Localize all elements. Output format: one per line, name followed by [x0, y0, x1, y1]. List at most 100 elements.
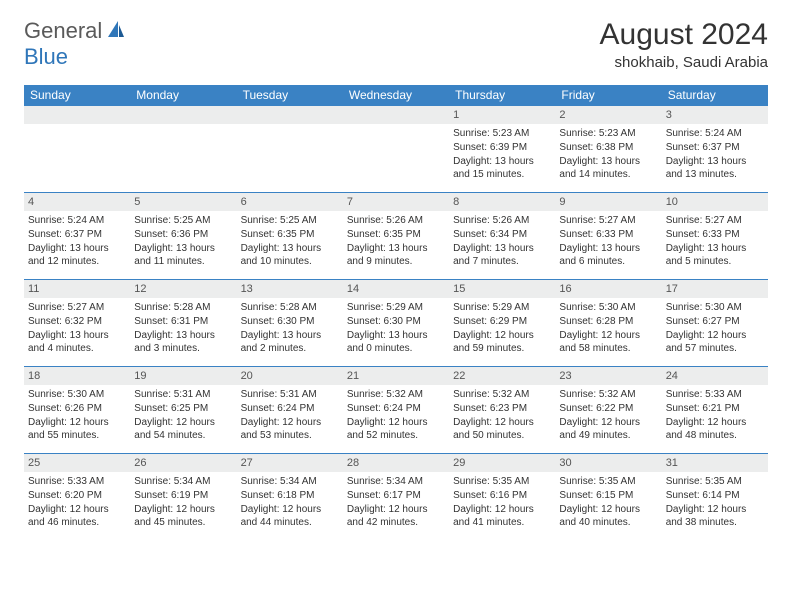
sunset-text: Sunset: 6:15 PM	[559, 489, 657, 502]
weekday-header-cell: Thursday	[449, 85, 555, 105]
day-cell	[237, 106, 343, 192]
sunset-text: Sunset: 6:25 PM	[134, 402, 232, 415]
sunset-text: Sunset: 6:34 PM	[453, 228, 551, 241]
day-cell: 21Sunrise: 5:32 AMSunset: 6:24 PMDayligh…	[343, 367, 449, 453]
sunset-text: Sunset: 6:17 PM	[347, 489, 445, 502]
daylight-text: Daylight: 13 hours and 2 minutes.	[241, 329, 339, 355]
day-info: Sunrise: 5:27 AMSunset: 6:33 PMDaylight:…	[555, 211, 661, 272]
daylight-text: Daylight: 12 hours and 38 minutes.	[666, 503, 764, 529]
day-number: 1	[449, 106, 555, 124]
day-number: 29	[449, 454, 555, 472]
day-cell: 4Sunrise: 5:24 AMSunset: 6:37 PMDaylight…	[24, 193, 130, 279]
day-number: 10	[662, 193, 768, 211]
day-info: Sunrise: 5:29 AMSunset: 6:30 PMDaylight:…	[343, 298, 449, 359]
daylight-text: Daylight: 12 hours and 54 minutes.	[134, 416, 232, 442]
day-info: Sunrise: 5:26 AMSunset: 6:35 PMDaylight:…	[343, 211, 449, 272]
day-info: Sunrise: 5:28 AMSunset: 6:31 PMDaylight:…	[130, 298, 236, 359]
day-info: Sunrise: 5:23 AMSunset: 6:39 PMDaylight:…	[449, 124, 555, 185]
daylight-text: Daylight: 12 hours and 44 minutes.	[241, 503, 339, 529]
daylight-text: Daylight: 12 hours and 40 minutes.	[559, 503, 657, 529]
day-cell: 6Sunrise: 5:25 AMSunset: 6:35 PMDaylight…	[237, 193, 343, 279]
day-info: Sunrise: 5:24 AMSunset: 6:37 PMDaylight:…	[662, 124, 768, 185]
day-info: Sunrise: 5:27 AMSunset: 6:33 PMDaylight:…	[662, 211, 768, 272]
day-number: 4	[24, 193, 130, 211]
sunrise-text: Sunrise: 5:27 AM	[666, 214, 764, 227]
week-row: 4Sunrise: 5:24 AMSunset: 6:37 PMDaylight…	[24, 192, 768, 279]
sunrise-text: Sunrise: 5:23 AM	[453, 127, 551, 140]
daylight-text: Daylight: 12 hours and 48 minutes.	[666, 416, 764, 442]
daylight-text: Daylight: 12 hours and 45 minutes.	[134, 503, 232, 529]
daylight-text: Daylight: 12 hours and 59 minutes.	[453, 329, 551, 355]
logo-text-blue: Blue	[24, 44, 68, 69]
daylight-text: Daylight: 13 hours and 0 minutes.	[347, 329, 445, 355]
daylight-text: Daylight: 13 hours and 14 minutes.	[559, 155, 657, 181]
day-number: 30	[555, 454, 661, 472]
daylight-text: Daylight: 13 hours and 15 minutes.	[453, 155, 551, 181]
week-row: 25Sunrise: 5:33 AMSunset: 6:20 PMDayligh…	[24, 453, 768, 540]
daylight-text: Daylight: 12 hours and 52 minutes.	[347, 416, 445, 442]
sunset-text: Sunset: 6:22 PM	[559, 402, 657, 415]
day-info: Sunrise: 5:33 AMSunset: 6:20 PMDaylight:…	[24, 472, 130, 533]
daylight-text: Daylight: 12 hours and 49 minutes.	[559, 416, 657, 442]
sunset-text: Sunset: 6:23 PM	[453, 402, 551, 415]
day-number: 18	[24, 367, 130, 385]
daylight-text: Daylight: 12 hours and 55 minutes.	[28, 416, 126, 442]
day-number	[343, 106, 449, 124]
daylight-text: Daylight: 13 hours and 7 minutes.	[453, 242, 551, 268]
day-cell: 30Sunrise: 5:35 AMSunset: 6:15 PMDayligh…	[555, 454, 661, 540]
daylight-text: Daylight: 12 hours and 42 minutes.	[347, 503, 445, 529]
daylight-text: Daylight: 12 hours and 57 minutes.	[666, 329, 764, 355]
weekday-header-cell: Wednesday	[343, 85, 449, 105]
sunrise-text: Sunrise: 5:33 AM	[666, 388, 764, 401]
day-number: 20	[237, 367, 343, 385]
day-number: 27	[237, 454, 343, 472]
sunset-text: Sunset: 6:28 PM	[559, 315, 657, 328]
day-cell	[130, 106, 236, 192]
daylight-text: Daylight: 13 hours and 12 minutes.	[28, 242, 126, 268]
sunrise-text: Sunrise: 5:31 AM	[241, 388, 339, 401]
day-cell: 5Sunrise: 5:25 AMSunset: 6:36 PMDaylight…	[130, 193, 236, 279]
day-number: 6	[237, 193, 343, 211]
sunset-text: Sunset: 6:16 PM	[453, 489, 551, 502]
day-cell: 31Sunrise: 5:35 AMSunset: 6:14 PMDayligh…	[662, 454, 768, 540]
day-cell: 18Sunrise: 5:30 AMSunset: 6:26 PMDayligh…	[24, 367, 130, 453]
day-cell: 14Sunrise: 5:29 AMSunset: 6:30 PMDayligh…	[343, 280, 449, 366]
day-info: Sunrise: 5:23 AMSunset: 6:38 PMDaylight:…	[555, 124, 661, 185]
sunset-text: Sunset: 6:29 PM	[453, 315, 551, 328]
sunrise-text: Sunrise: 5:26 AM	[453, 214, 551, 227]
day-info: Sunrise: 5:30 AMSunset: 6:27 PMDaylight:…	[662, 298, 768, 359]
sunrise-text: Sunrise: 5:32 AM	[347, 388, 445, 401]
sunrise-text: Sunrise: 5:30 AM	[28, 388, 126, 401]
sunrise-text: Sunrise: 5:32 AM	[453, 388, 551, 401]
day-number	[130, 106, 236, 124]
day-number: 11	[24, 280, 130, 298]
day-cell: 12Sunrise: 5:28 AMSunset: 6:31 PMDayligh…	[130, 280, 236, 366]
sunrise-text: Sunrise: 5:25 AM	[241, 214, 339, 227]
day-cell: 13Sunrise: 5:28 AMSunset: 6:30 PMDayligh…	[237, 280, 343, 366]
day-cell: 7Sunrise: 5:26 AMSunset: 6:35 PMDaylight…	[343, 193, 449, 279]
day-info: Sunrise: 5:26 AMSunset: 6:34 PMDaylight:…	[449, 211, 555, 272]
sunrise-text: Sunrise: 5:23 AM	[559, 127, 657, 140]
page-header: General August 2024 shokhaib, Saudi Arab…	[0, 0, 792, 79]
daylight-text: Daylight: 12 hours and 58 minutes.	[559, 329, 657, 355]
sunset-text: Sunset: 6:30 PM	[241, 315, 339, 328]
day-cell: 8Sunrise: 5:26 AMSunset: 6:34 PMDaylight…	[449, 193, 555, 279]
day-number: 17	[662, 280, 768, 298]
day-cell: 11Sunrise: 5:27 AMSunset: 6:32 PMDayligh…	[24, 280, 130, 366]
day-number: 7	[343, 193, 449, 211]
sunset-text: Sunset: 6:27 PM	[666, 315, 764, 328]
day-info: Sunrise: 5:34 AMSunset: 6:17 PMDaylight:…	[343, 472, 449, 533]
day-info: Sunrise: 5:30 AMSunset: 6:26 PMDaylight:…	[24, 385, 130, 446]
sunset-text: Sunset: 6:35 PM	[347, 228, 445, 241]
sunset-text: Sunset: 6:19 PM	[134, 489, 232, 502]
day-cell: 3Sunrise: 5:24 AMSunset: 6:37 PMDaylight…	[662, 106, 768, 192]
sunrise-text: Sunrise: 5:33 AM	[28, 475, 126, 488]
sunrise-text: Sunrise: 5:30 AM	[666, 301, 764, 314]
sunset-text: Sunset: 6:18 PM	[241, 489, 339, 502]
sunrise-text: Sunrise: 5:28 AM	[134, 301, 232, 314]
daylight-text: Daylight: 12 hours and 50 minutes.	[453, 416, 551, 442]
daylight-text: Daylight: 13 hours and 6 minutes.	[559, 242, 657, 268]
day-number: 12	[130, 280, 236, 298]
weekday-header-cell: Sunday	[24, 85, 130, 105]
sunrise-text: Sunrise: 5:27 AM	[28, 301, 126, 314]
